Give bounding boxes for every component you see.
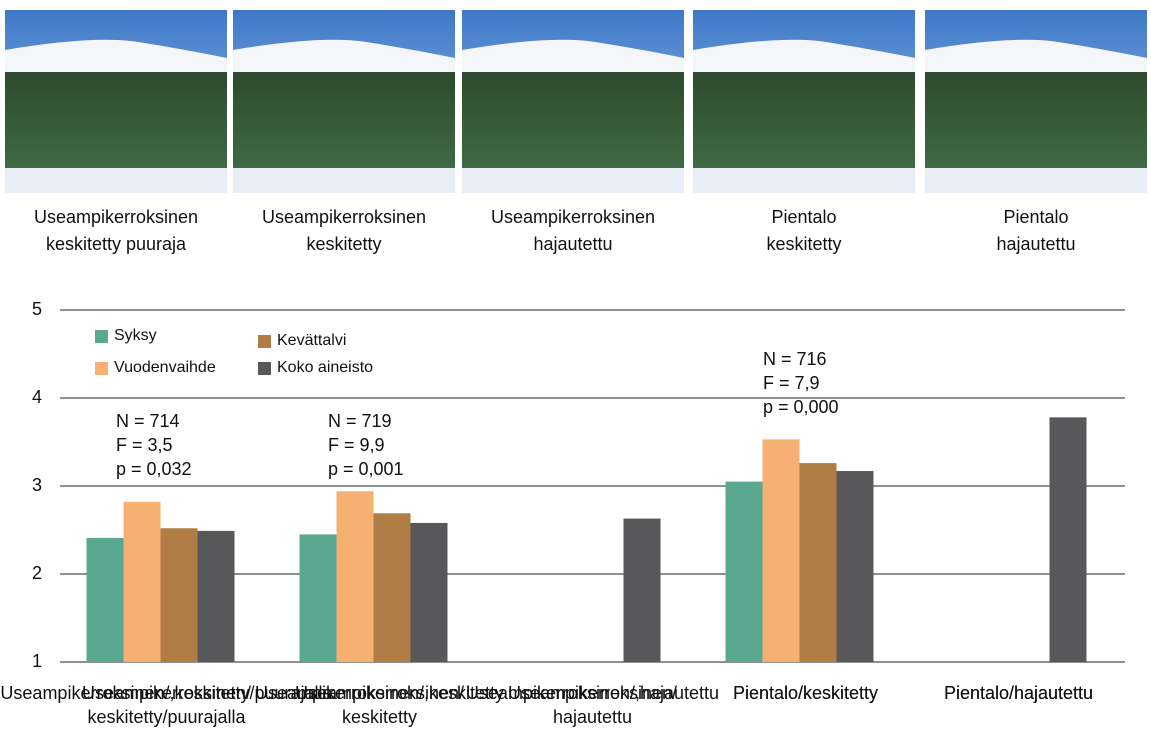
y-tick-label: 4: [32, 387, 42, 407]
bar: [336, 491, 374, 662]
photo-snow: [5, 168, 227, 193]
photo-caption: Useampikerroksinen: [491, 207, 655, 227]
photo-caption: keskitetty puuraja: [46, 234, 187, 254]
bar: [410, 522, 448, 662]
bar: [762, 439, 800, 662]
bar: [197, 530, 235, 662]
annotation: F = 3,5: [116, 435, 173, 455]
photo: [925, 10, 1147, 193]
photo-snow: [693, 168, 915, 193]
bar: [160, 528, 198, 662]
annotation: N = 716: [763, 349, 827, 369]
photo-snow: [925, 168, 1147, 193]
legend-label: Syksy: [114, 327, 157, 344]
bar: [86, 537, 124, 662]
photo-caption: keskitetty: [766, 234, 841, 254]
y-tick-label: 3: [32, 475, 42, 495]
legend-swatch: [258, 335, 271, 348]
annotation: p = 0,032: [116, 459, 192, 479]
legend-swatch: [95, 362, 108, 375]
bar: [373, 513, 411, 662]
x-tick-label: Pientalo/hajautettuPientalo/hajautettu: [944, 683, 1093, 703]
photo-forest: [462, 72, 684, 172]
photo-forest: [233, 72, 455, 172]
photo-caption: Useampikerroksinen: [262, 207, 426, 227]
legend-label: Kevättalvi: [277, 332, 346, 349]
photo: [462, 10, 684, 193]
bar: [836, 471, 874, 662]
annotation: p = 0,000: [763, 397, 839, 417]
photo: [693, 10, 915, 193]
annotation: N = 719: [328, 411, 392, 431]
bar: [123, 501, 161, 662]
bar: [1049, 417, 1087, 662]
annotation: F = 7,9: [763, 373, 820, 393]
photo-caption: hajautettu: [996, 234, 1075, 254]
bar: [299, 534, 337, 662]
photo-forest: [693, 72, 915, 172]
photo-snow: [233, 168, 455, 193]
annotation: N = 714: [116, 411, 180, 431]
x-tick-label: Useampikerroksinen/,hajautettuUseampiker…: [466, 683, 719, 727]
legend-label: Vuodenvaihde: [114, 359, 216, 376]
y-tick-label: 1: [32, 651, 42, 671]
y-tick-label: 2: [32, 563, 42, 583]
x-tick-label: Pientalo/keskitettyPientalo/keskitetty: [733, 683, 878, 703]
photo-caption: Pientalo: [771, 207, 836, 227]
legend-label: Koko aineisto: [277, 359, 373, 376]
photo-caption: hajautettu: [533, 234, 612, 254]
photo: [233, 10, 455, 193]
annotation: p = 0,001: [328, 459, 404, 479]
photo-forest: [925, 72, 1147, 172]
legend-swatch: [258, 362, 271, 375]
photo-caption: keskitetty: [306, 234, 381, 254]
photo-forest: [5, 72, 227, 172]
bar: [725, 481, 763, 662]
bar: [799, 463, 837, 662]
bar: [623, 518, 661, 662]
photo: [5, 10, 227, 193]
legend-swatch: [95, 330, 108, 343]
y-tick-label: 5: [32, 299, 42, 319]
photo-snow: [462, 168, 684, 193]
photo-caption: Pientalo: [1003, 207, 1068, 227]
photo-caption: Useampikerroksinen: [34, 207, 198, 227]
annotation: F = 9,9: [328, 435, 385, 455]
